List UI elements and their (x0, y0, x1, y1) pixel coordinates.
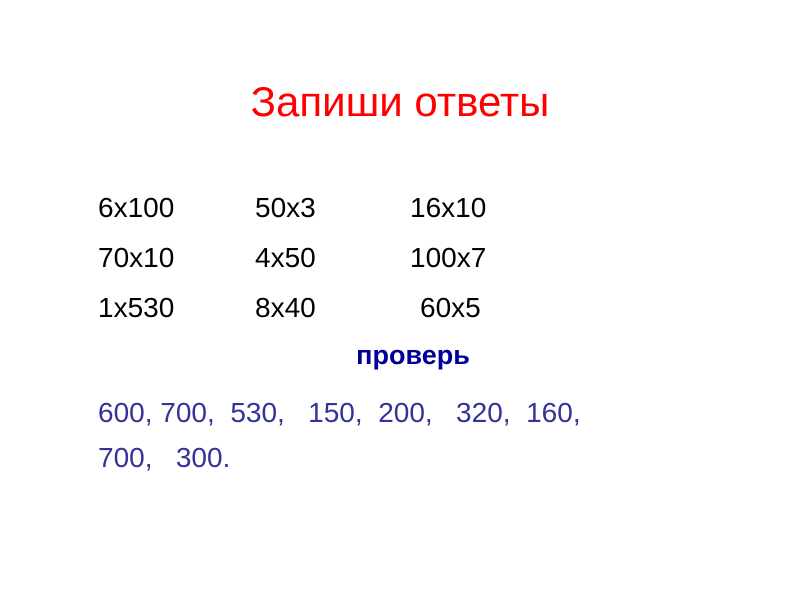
exercise-cell: 50x3 (255, 192, 316, 223)
exercise-cell: 4x50 (255, 242, 316, 273)
slide-title: Запиши ответы (250, 78, 550, 125)
exercise-cell: 6x100 (98, 192, 175, 223)
exercise-cell: 70x10 (98, 242, 175, 273)
check-heading: проверь (356, 340, 470, 370)
answers-text: 600, 700, 530, 150, 200, 320, 160, 700, … (98, 397, 581, 473)
exercise-cell: 8x40 (255, 292, 316, 323)
exercise-cell: 16x10 (410, 192, 487, 223)
exercise-cell: 100x7 (410, 242, 487, 273)
exercise-cell: 1x530 (98, 292, 175, 323)
exercise-cell: 60x5 (420, 292, 481, 323)
